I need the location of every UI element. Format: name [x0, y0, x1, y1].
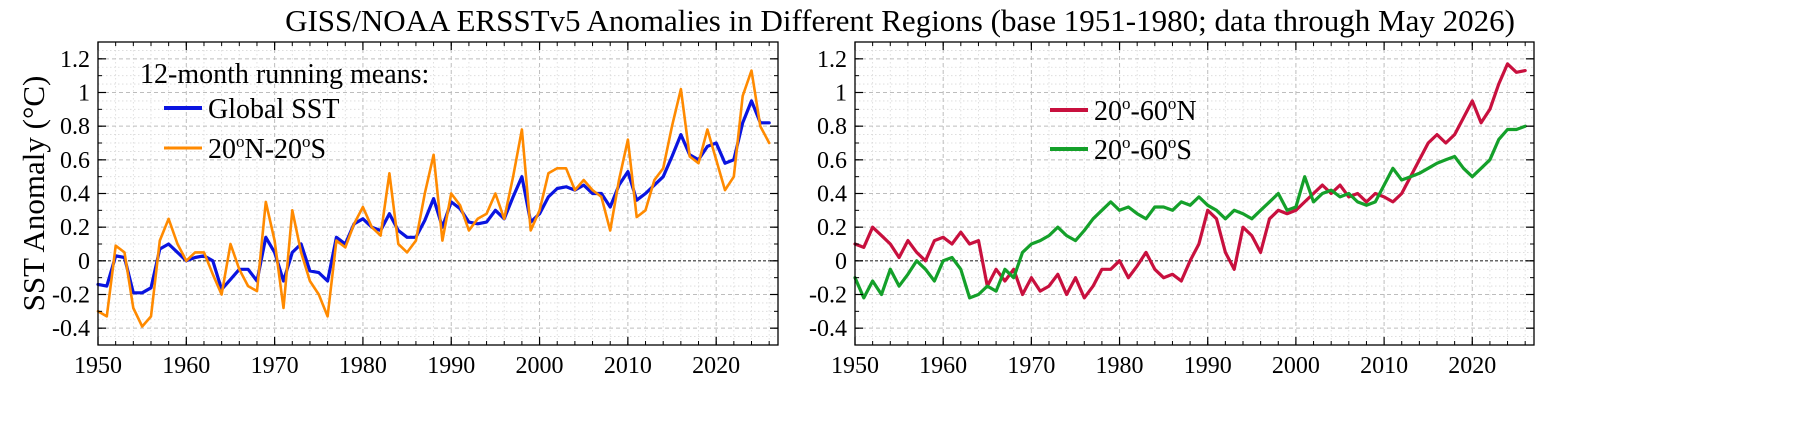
legend-label-tropics: 20oN-20oS — [208, 132, 326, 165]
x-tick-label-1950: 1950 — [74, 353, 122, 379]
x-tick-label-1950: 1950 — [831, 353, 879, 379]
y-tick-label--0.4: -0.4 — [809, 316, 847, 342]
x-tick-label-2000: 2000 — [1272, 353, 1320, 379]
y-tick-label-0: 0 — [78, 249, 90, 275]
y-tick-label-0.2: 0.2 — [60, 215, 90, 241]
left-legend: 12-month running means: Global SST 20oN-… — [140, 59, 429, 165]
x-tick-label-1980: 1980 — [1096, 353, 1144, 379]
y-tick-label-0.6: 0.6 — [60, 148, 90, 174]
y-tick-label--0.4: -0.4 — [52, 316, 90, 342]
x-tick-label-1960: 1960 — [919, 353, 967, 379]
panel-global-tropics: 1950 1960 1970 1980 1990 2000 2010 2020 -0.4 -0.2… — [16, 41, 779, 379]
y-tick-label-0: 0 — [835, 249, 847, 275]
right-legend: 20o-60oN 20o-60oS — [1050, 94, 1197, 166]
x-tick-label-1990: 1990 — [427, 353, 475, 379]
x-tick-label-2020: 2020 — [1448, 353, 1496, 379]
legend-label-global-sst: Global SST — [208, 94, 339, 125]
y-tick-label-0.8: 0.8 — [60, 114, 90, 140]
y-tick-label-0.2: 0.2 — [817, 215, 847, 241]
x-tick-label-1980: 1980 — [339, 353, 387, 379]
figure-title: GISS/NOAA ERSSTv5 Anomalies in Different… — [285, 3, 1515, 38]
right-ticks — [854, 41, 1534, 346]
series-line-r-0 — [853, 62, 1527, 300]
x-tick-label-2020: 2020 — [692, 353, 740, 379]
series-line-l-1 — [96, 69, 771, 328]
y-tick-label--0.2: -0.2 — [809, 283, 847, 309]
x-tick-label-1990: 1990 — [1184, 353, 1232, 379]
series-line-r-1 — [853, 124, 1527, 300]
left-y-axis-label: SST Anomaly (°C) — [16, 76, 51, 312]
right-series — [853, 62, 1527, 300]
left-series — [96, 69, 771, 328]
x-tick-label-1960: 1960 — [162, 353, 210, 379]
legend-title: 12-month running means: — [140, 59, 429, 90]
legend-label-20-60s: 20o-60oS — [1094, 133, 1192, 166]
y-tick-label-1: 1 — [835, 81, 847, 107]
x-tick-label-2010: 2010 — [1360, 353, 1408, 379]
x-tick-label-2010: 2010 — [604, 353, 652, 379]
x-tick-label-1970: 1970 — [1007, 353, 1055, 379]
y-tick-label-0.8: 0.8 — [817, 114, 847, 140]
panel-midlatitudes: 1950 1960 1970 1980 1990 2000 2010 2020 -0.4 -0.2… — [809, 41, 1535, 379]
y-tick-label-0.4: 0.4 — [60, 182, 90, 208]
right-grid — [854, 41, 1534, 346]
x-tick-label-2000: 2000 — [516, 353, 564, 379]
y-tick-label-0.4: 0.4 — [817, 182, 847, 208]
series-line-l-0 — [96, 99, 771, 295]
y-tick-label-1: 1 — [78, 81, 90, 107]
left-grid — [97, 41, 778, 346]
y-tick-label--0.2: -0.2 — [52, 283, 90, 309]
legend-label-20-60n: 20o-60oN — [1094, 94, 1197, 127]
y-tick-label-1.2: 1.2 — [817, 47, 847, 73]
y-tick-label-0.6: 0.6 — [817, 148, 847, 174]
right-tick-labels: 1950 1960 1970 1980 1990 2000 2010 2020 -0.4 -0.2… — [809, 47, 1496, 379]
left-tick-labels: 1950 1960 1970 1980 1990 2000 2010 2020 -0.4 -0.2… — [52, 47, 740, 379]
y-tick-label-1.2: 1.2 — [60, 47, 90, 73]
left-ticks — [97, 41, 778, 346]
x-tick-label-1970: 1970 — [251, 353, 299, 379]
